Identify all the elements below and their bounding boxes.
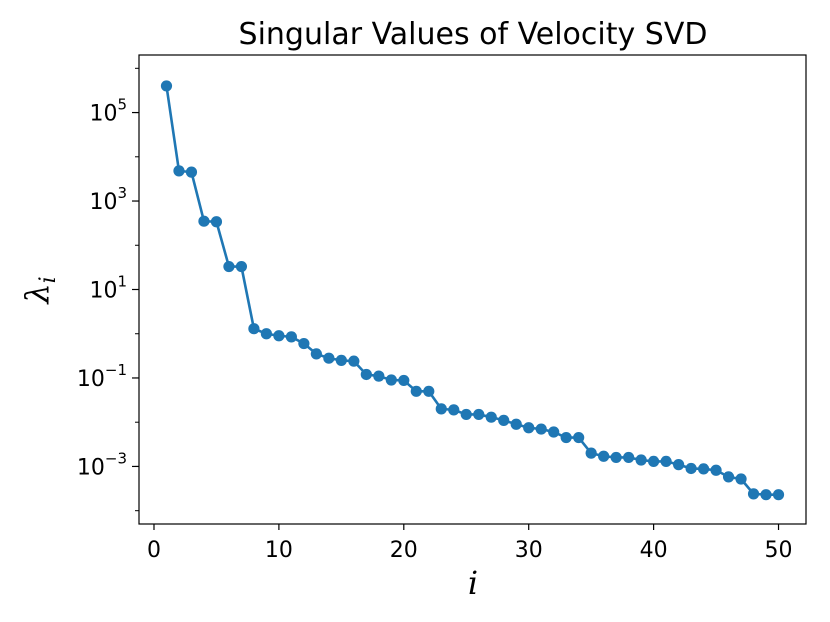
data-point [697, 463, 710, 475]
y-tick-label: 103 [89, 184, 127, 215]
x-tick-label: 30 [515, 538, 543, 563]
data-point [498, 414, 510, 426]
data-point [185, 166, 198, 178]
data-point [335, 354, 347, 366]
y-axis-label-main: λ [18, 283, 56, 305]
x-tick-label: 10 [265, 538, 293, 563]
data-point [460, 408, 472, 421]
data-point [160, 80, 173, 92]
data-point [273, 330, 285, 342]
data-point [360, 368, 372, 381]
data-point [223, 260, 235, 273]
data-point [710, 464, 722, 476]
data-point [348, 355, 360, 367]
y-axis-label: λi [18, 276, 61, 305]
series-layer [160, 80, 785, 501]
data-point [473, 408, 485, 421]
data-point [210, 216, 223, 228]
data-point [760, 489, 772, 501]
data-point [510, 418, 522, 430]
plot-frame [138, 54, 807, 525]
y-tick-label: 105 [89, 96, 127, 127]
data-point [772, 489, 785, 501]
data-point [248, 323, 260, 335]
data-point [410, 385, 422, 397]
data-point [560, 431, 572, 444]
y-tick-label-exponent: 1 [117, 273, 127, 291]
y-tick-label-exponent: 5 [117, 96, 127, 114]
y-axis-label-subscript: i [36, 276, 61, 283]
x-axis-ticks: 0 10 20 30 40 50 [147, 524, 793, 563]
data-point [635, 454, 647, 466]
data-point [310, 348, 322, 360]
data-point [423, 385, 435, 397]
data-point [548, 426, 560, 438]
y-tick-label-base: 10 [89, 190, 117, 215]
y-tick-label-exponent: 3 [117, 184, 127, 202]
x-tick-label: 40 [640, 538, 668, 563]
data-point [198, 215, 210, 227]
y-tick-label-exponent: −3 [105, 449, 127, 467]
data-point [385, 374, 397, 386]
data-point [298, 337, 310, 350]
series-line [165, 85, 779, 496]
y-tick-label-base: 10 [77, 367, 105, 392]
data-point [623, 451, 635, 464]
data-point [523, 422, 535, 434]
data-point [747, 488, 760, 500]
data-point [735, 473, 747, 485]
data-point [260, 328, 272, 340]
data-point [485, 411, 497, 423]
data-point [235, 260, 248, 273]
x-axis-label: i [468, 564, 478, 602]
data-point [448, 404, 460, 416]
data-point [673, 459, 685, 471]
x-tick-label: 50 [765, 538, 793, 563]
data-point [285, 331, 297, 343]
y-tick-label: 10−1 [77, 361, 127, 392]
data-point [660, 455, 672, 468]
y-tick-label: 101 [89, 273, 127, 304]
data-point [598, 450, 610, 462]
y-tick-label: 10−3 [77, 449, 127, 480]
data-point [323, 352, 335, 364]
data-point [610, 451, 622, 464]
data-point [685, 462, 697, 475]
chart-title: Singular Values of Velocity SVD [239, 17, 708, 52]
data-point [173, 165, 185, 177]
data-point [435, 403, 447, 415]
x-tick-label: 0 [147, 538, 161, 563]
data-point [373, 370, 385, 382]
data-point [535, 423, 547, 435]
data-point [573, 431, 585, 444]
data-point [722, 471, 735, 483]
y-tick-label-exponent: −1 [105, 361, 127, 379]
data-point [585, 447, 597, 459]
data-point [398, 374, 410, 387]
y-tick-label-base: 10 [77, 455, 105, 480]
y-tick-label-base: 10 [89, 102, 117, 127]
y-tick-label-base: 10 [89, 279, 117, 304]
data-point [648, 455, 660, 468]
x-tick-label: 20 [390, 538, 418, 563]
